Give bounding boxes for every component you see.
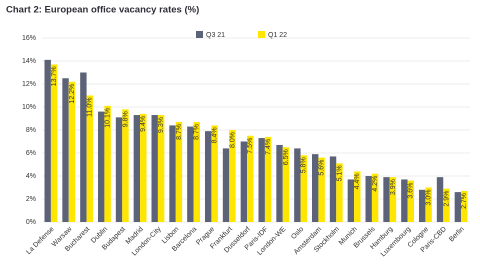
bar <box>140 113 147 222</box>
value-label: 4.2% <box>372 176 379 192</box>
value-label: 9.8% <box>122 111 129 127</box>
x-tick-label: Oslo <box>290 226 305 241</box>
bar <box>86 95 94 222</box>
bar <box>122 109 129 222</box>
bar <box>229 130 236 222</box>
value-label: 2.9% <box>443 191 450 207</box>
bar <box>389 177 397 222</box>
value-label: 8.0% <box>229 132 236 148</box>
bar <box>454 192 462 222</box>
value-label: 3.6% <box>408 183 415 199</box>
value-label: 12.2% <box>69 84 76 104</box>
bar <box>418 189 426 222</box>
value-label: 7.4% <box>265 139 272 155</box>
bar <box>157 115 165 222</box>
value-label: 7.5% <box>247 138 254 154</box>
value-label: 9.3% <box>158 117 165 133</box>
value-label: 8.4% <box>211 127 218 143</box>
y-tick-label: 10% <box>22 104 36 111</box>
value-label: 9.4% <box>140 116 147 132</box>
bar <box>401 179 408 222</box>
legend-swatch <box>258 31 265 38</box>
y-tick-label: 2% <box>26 196 36 203</box>
bar <box>336 163 343 222</box>
value-label: 8.7% <box>194 124 201 140</box>
value-label: 4.4% <box>354 173 361 189</box>
y-tick-label: 0% <box>26 219 36 226</box>
bar <box>329 156 337 222</box>
bar <box>80 72 87 222</box>
value-label: 13.7% <box>51 66 58 86</box>
bar <box>44 59 51 222</box>
bar <box>240 141 248 222</box>
legend-label: Q1 22 <box>268 32 287 39</box>
bar <box>425 187 432 222</box>
bar <box>151 115 158 222</box>
bar <box>407 180 415 222</box>
y-tick-label: 8% <box>26 127 36 134</box>
legend-swatch <box>196 31 203 38</box>
bar <box>104 105 111 222</box>
bar <box>347 179 355 222</box>
bar <box>97 111 105 222</box>
legend-label: Q3 21 <box>206 32 225 39</box>
bar <box>300 155 308 222</box>
bar <box>383 177 390 222</box>
bar <box>62 78 69 222</box>
chart-title: Chart 2: European office vacancy rates (… <box>6 5 199 16</box>
value-label: 3.0% <box>425 190 432 206</box>
bar <box>193 121 201 222</box>
bar <box>276 144 283 222</box>
value-label: 6.5% <box>283 149 290 165</box>
bar <box>371 173 379 222</box>
y-tick-label: 6% <box>26 150 36 157</box>
bar <box>354 171 361 222</box>
bar <box>294 148 301 222</box>
bar <box>222 148 230 222</box>
bar <box>258 138 265 222</box>
bar <box>175 121 183 222</box>
bar <box>211 125 218 222</box>
x-tick-label: La Defense <box>25 226 55 256</box>
bar <box>318 157 325 222</box>
bar <box>436 177 444 222</box>
bar <box>365 176 372 222</box>
bar <box>247 135 254 222</box>
bar <box>204 131 212 222</box>
bar <box>68 81 76 222</box>
value-label: 3.9% <box>390 179 397 195</box>
value-label: 5.6% <box>318 160 325 176</box>
value-label: 2.7% <box>461 193 468 209</box>
y-tick-label: 12% <box>22 81 36 88</box>
value-label: 5.8% <box>301 157 308 173</box>
bar <box>50 64 58 222</box>
value-label: 8.7% <box>176 124 183 140</box>
bar <box>115 117 123 222</box>
bar <box>461 190 468 222</box>
bar <box>187 126 194 222</box>
y-tick-label: 16% <box>22 35 36 42</box>
y-tick-label: 14% <box>22 58 36 65</box>
value-label: 11.0% <box>87 98 94 117</box>
bar <box>443 188 450 222</box>
bar <box>264 136 272 222</box>
y-tick-label: 4% <box>26 173 36 180</box>
value-label: 5.1% <box>336 165 343 181</box>
bar <box>169 125 176 222</box>
bar <box>311 154 319 222</box>
value-label: 10.1% <box>104 108 111 128</box>
bar <box>133 115 141 222</box>
bar <box>282 147 290 222</box>
x-tick-label: Berlin <box>448 226 466 244</box>
